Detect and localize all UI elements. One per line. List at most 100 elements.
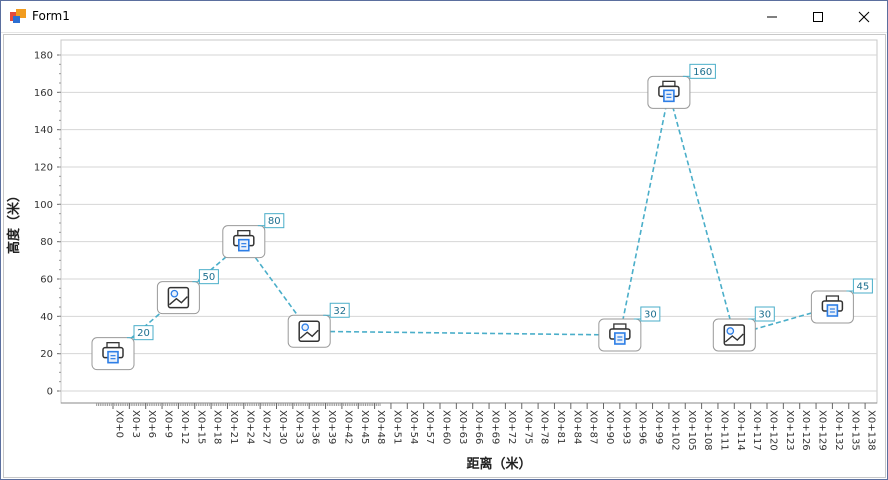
x-tick-label: X0+63 — [457, 410, 468, 444]
x-tick-label: X0+72 — [506, 410, 517, 444]
y-tick-label: 40 — [40, 312, 53, 323]
x-axis-title: 距离（米） — [466, 456, 531, 472]
close-icon — [858, 11, 870, 23]
x-tick-label: X0+138 — [866, 410, 877, 451]
data-label: 30 — [644, 310, 657, 321]
data-label: 30 — [758, 310, 771, 321]
maximize-button[interactable] — [795, 1, 841, 32]
y-tick-label: 120 — [34, 163, 53, 174]
x-tick-label: X0+48 — [375, 410, 386, 444]
data-point-marker[interactable] — [91, 337, 135, 371]
x-tick-label: X0+21 — [228, 410, 239, 444]
image-icon — [167, 286, 190, 309]
x-tick-label: X0+132 — [833, 410, 844, 451]
x-tick-label: X0+84 — [571, 410, 582, 444]
y-tick-label: 80 — [40, 237, 53, 248]
x-tick-label: X0+45 — [359, 410, 370, 444]
y-tick-label: 0 — [47, 387, 53, 398]
x-tick-label: X0+135 — [849, 410, 860, 451]
x-tick-label: X0+129 — [817, 410, 828, 451]
x-tick-label: X0+3 — [130, 410, 141, 438]
y-axis-title: 高度（米） — [6, 189, 22, 254]
x-tick-label: X0+18 — [212, 410, 223, 444]
x-tick-label: X0+75 — [522, 410, 533, 444]
x-tick-label: X0+27 — [261, 410, 272, 444]
x-tick-label: X0+102 — [669, 410, 680, 451]
y-tick-label: 60 — [40, 275, 53, 286]
data-label-box — [754, 306, 775, 322]
x-tick-label: X0+108 — [702, 410, 713, 451]
x-tick-label: X0+66 — [473, 410, 484, 444]
data-point-marker[interactable] — [712, 318, 756, 352]
x-tick-label: X0+93 — [620, 410, 631, 444]
data-point-marker[interactable] — [287, 314, 331, 348]
x-tick-label: X0+78 — [539, 410, 550, 444]
data-label-box — [329, 302, 350, 318]
x-tick-label: X0+123 — [784, 410, 795, 451]
windows-forms-app-icon — [10, 9, 26, 23]
data-label: 80 — [268, 216, 281, 227]
data-label-box — [264, 213, 285, 229]
x-tick-label: X0+96 — [637, 410, 648, 444]
x-tick-label: X0+12 — [179, 410, 190, 444]
data-label: 20 — [137, 328, 150, 339]
minimize-icon — [767, 16, 777, 18]
maximize-icon — [813, 12, 823, 22]
data-label-box — [689, 63, 716, 79]
y-tick-label: 160 — [34, 88, 53, 99]
printer-icon — [609, 323, 631, 345]
x-tick-label: X0+105 — [686, 410, 697, 451]
data-point-marker[interactable] — [647, 75, 691, 109]
x-tick-label: X0+81 — [555, 410, 566, 444]
data-label-box — [640, 306, 661, 322]
image-icon — [723, 324, 746, 346]
y-tick-label: 140 — [34, 125, 53, 136]
x-tick-label: X0+90 — [604, 410, 615, 444]
printer-icon — [821, 295, 844, 317]
minimize-button[interactable] — [749, 1, 795, 32]
y-tick-label: 100 — [34, 200, 53, 211]
x-tick-label: X0+126 — [800, 410, 811, 451]
data-label-box — [198, 269, 219, 285]
x-tick-label: X0+99 — [653, 410, 664, 444]
data-label-box — [133, 325, 154, 341]
data-label: 32 — [333, 306, 346, 317]
x-tick-label: X0+60 — [441, 410, 452, 444]
x-tick-label: X0+54 — [408, 410, 419, 444]
x-tick-label: X0+120 — [768, 410, 779, 451]
x-tick-label: X0+24 — [244, 410, 255, 444]
data-label: 160 — [693, 67, 712, 78]
data-label: 50 — [203, 272, 216, 283]
title-bar[interactable]: Form1 — [1, 1, 887, 33]
x-tick-label: X0+57 — [424, 410, 435, 444]
data-point-marker[interactable] — [156, 281, 200, 315]
data-point-marker[interactable] — [598, 318, 642, 352]
printer-icon — [233, 230, 255, 252]
close-button[interactable] — [841, 1, 887, 32]
y-tick-label: 180 — [34, 51, 53, 62]
data-label-box — [852, 278, 873, 294]
x-tick-label: X0+36 — [310, 410, 321, 444]
printer-icon — [102, 342, 124, 364]
x-tick-label: X0+9 — [163, 410, 174, 438]
line-chart: 0 20 40 60 80 100 120 140 160 180 X0+0 X0+3 X0+6 X0+9… — [6, 39, 878, 472]
x-tick-label: X0+111 — [718, 410, 729, 451]
data-label: 45 — [857, 282, 870, 293]
data-point-marker[interactable] — [222, 225, 266, 259]
x-tick-label: X0+114 — [735, 410, 746, 451]
y-tick-label: 20 — [40, 349, 53, 360]
x-tick-label: X0+42 — [342, 410, 353, 444]
x-tick-label: X0+33 — [293, 410, 304, 444]
x-tick-label: X0+0 — [114, 410, 125, 438]
x-tick-label: X0+87 — [588, 410, 599, 444]
x-tick-label: X0+51 — [391, 410, 402, 444]
x-tick-label: X0+117 — [751, 410, 762, 451]
x-tick-label: X0+69 — [490, 410, 501, 444]
chart-control[interactable]: 0 20 40 60 80 100 120 140 160 180 X0+0 X0+3 X0+6 X0+9… — [3, 34, 886, 478]
x-tick-label: X0+30 — [277, 410, 288, 444]
x-tick-label: X0+15 — [195, 410, 206, 444]
image-icon — [298, 320, 320, 343]
window-title: Form1 — [32, 9, 70, 23]
x-tick-label: X0+39 — [326, 410, 337, 444]
data-point-marker[interactable] — [810, 290, 854, 324]
